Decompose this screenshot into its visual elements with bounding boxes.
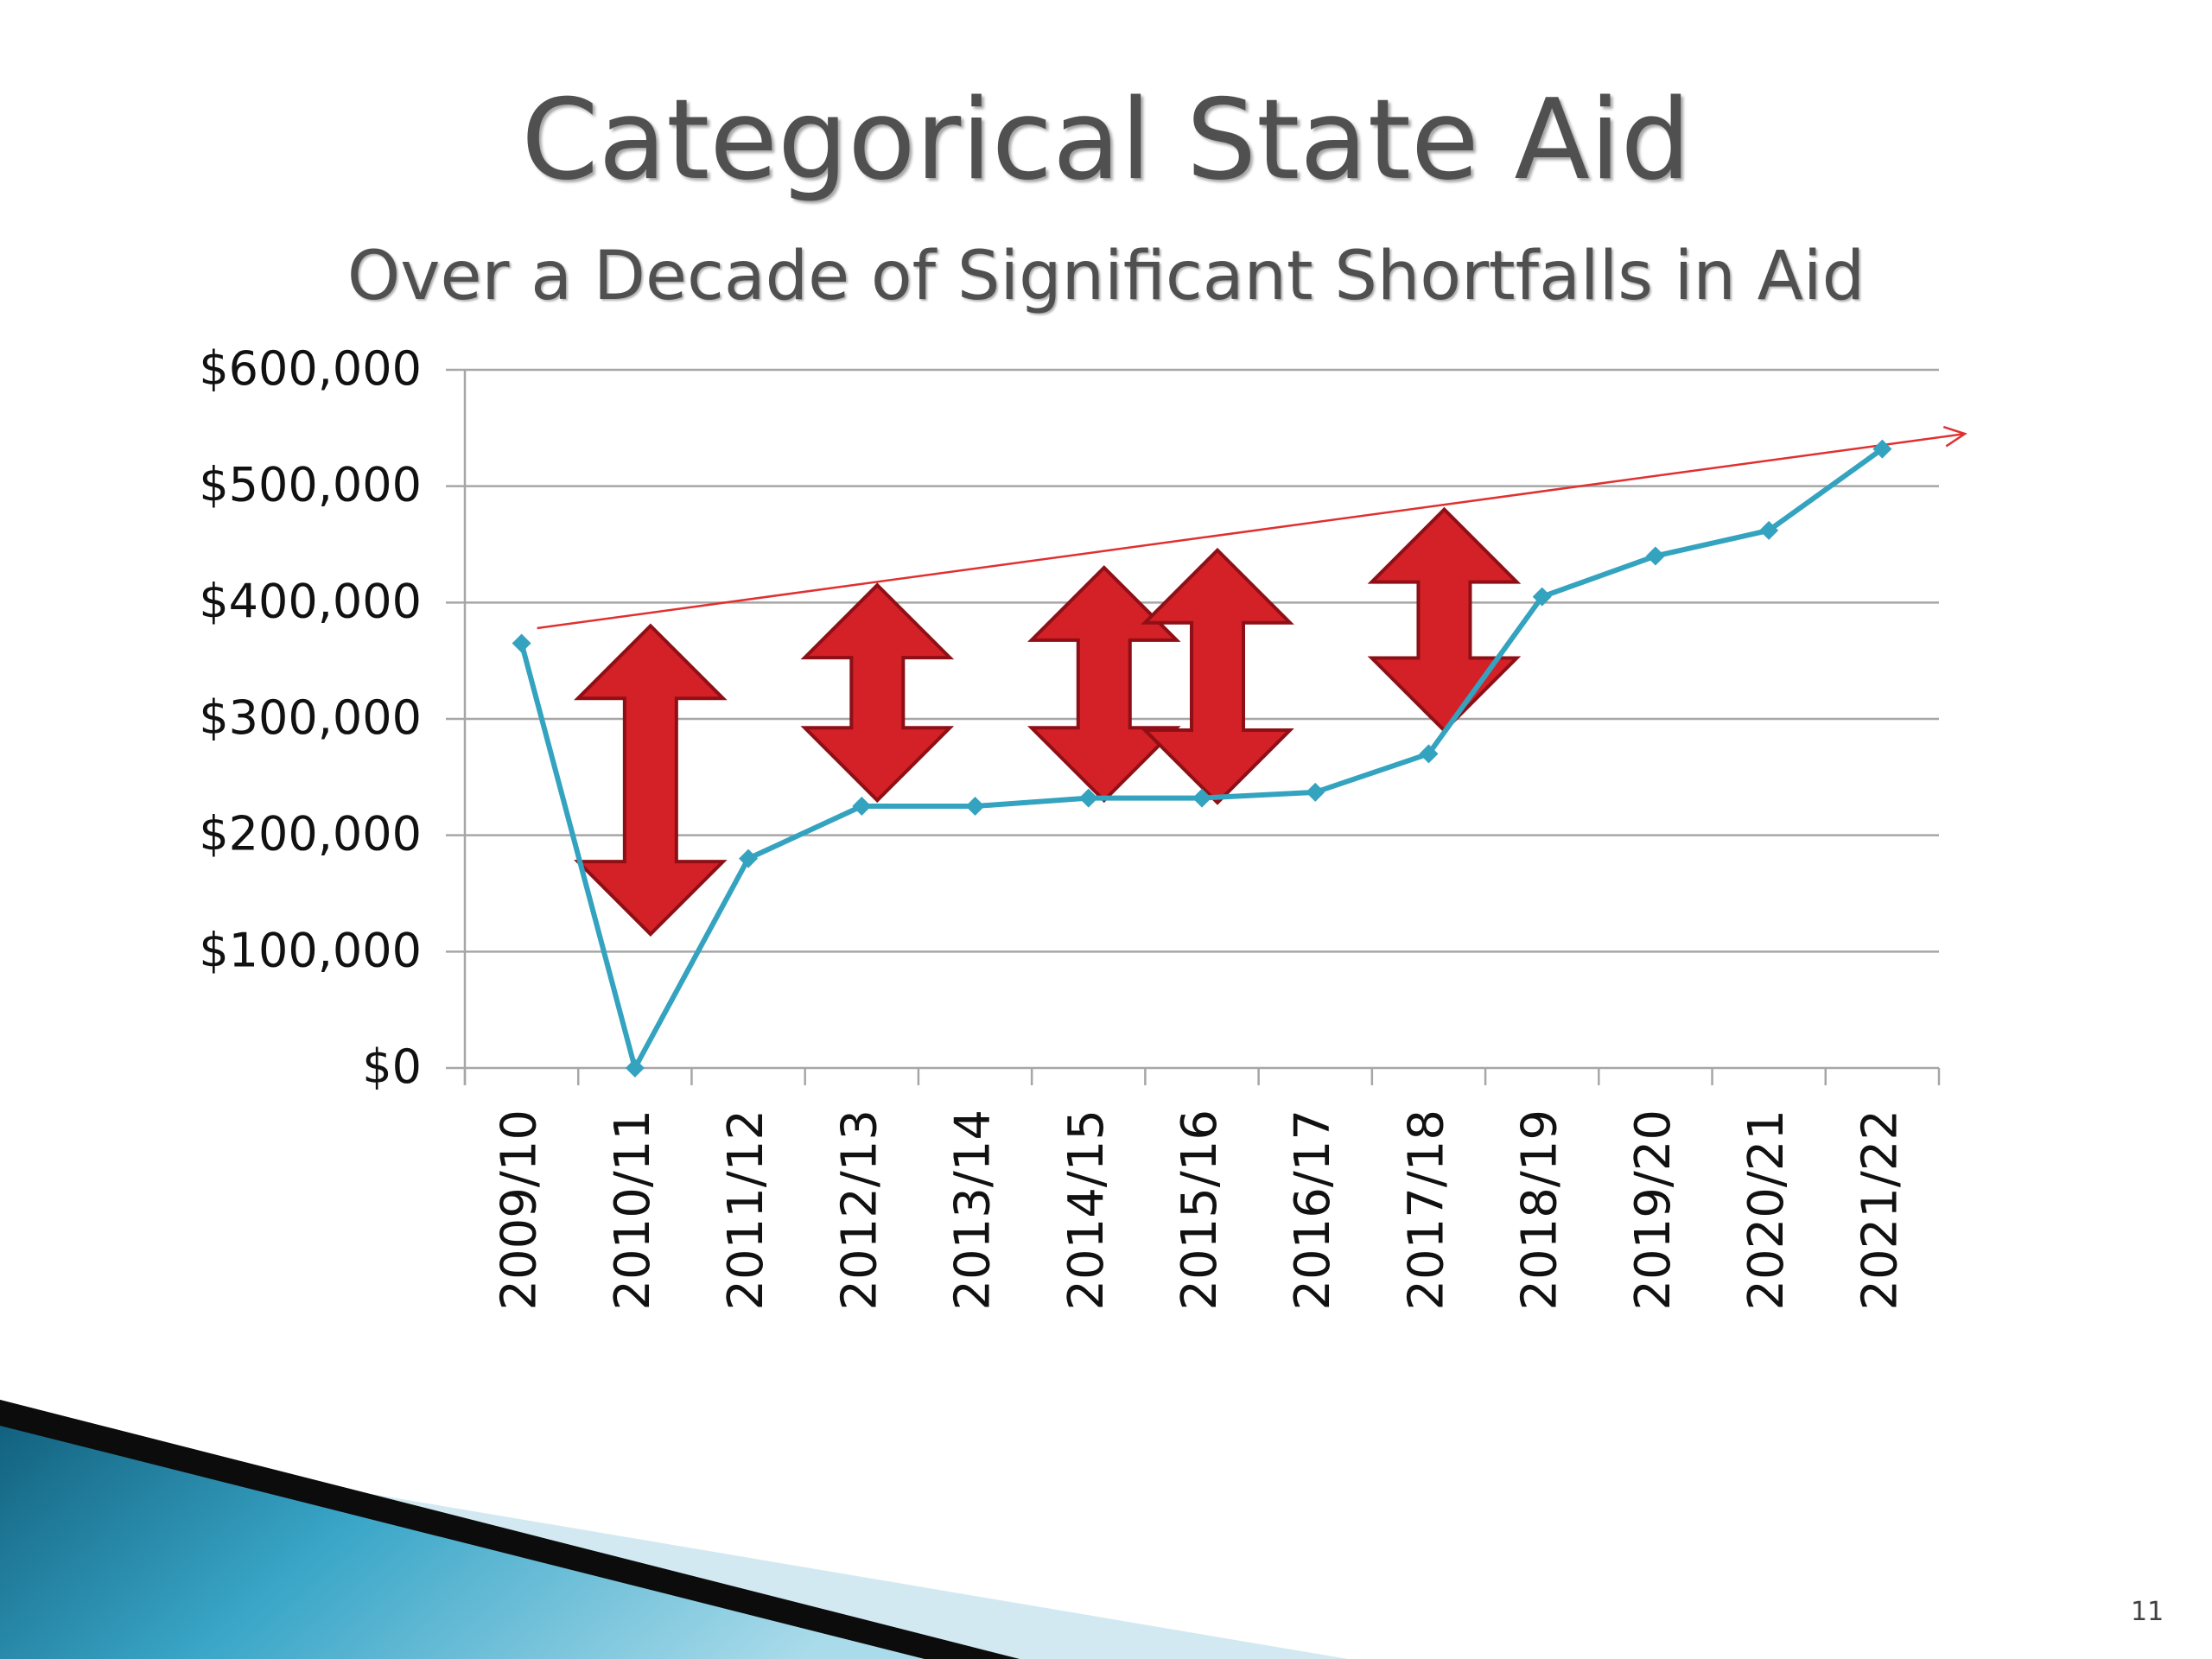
data-point xyxy=(1419,744,1439,764)
data-point xyxy=(625,1058,645,1077)
x-tick-label: 2011/12 xyxy=(718,1109,774,1311)
data-point xyxy=(512,633,531,653)
y-tick-label: $300,000 xyxy=(199,690,422,745)
y-tick-label: $200,000 xyxy=(199,807,422,861)
x-tick-label: 2009/10 xyxy=(492,1109,548,1311)
shortfall-arrow xyxy=(1141,547,1294,805)
data-point xyxy=(1078,788,1098,808)
data-point xyxy=(852,797,872,816)
x-tick-label: 2012/13 xyxy=(831,1109,887,1311)
shortfall-arrow xyxy=(800,582,955,804)
x-tick-label: 2010/11 xyxy=(605,1109,661,1311)
x-tick-label: 2014/15 xyxy=(1058,1109,1115,1311)
slide-title: Categorical State Aid xyxy=(521,76,1691,205)
data-point xyxy=(739,849,759,868)
data-point xyxy=(1759,520,1779,540)
y-tick-label: $100,000 xyxy=(199,923,422,977)
x-tick-label: 2018/19 xyxy=(1512,1109,1568,1311)
y-tick-label: $600,000 xyxy=(199,341,422,396)
data-point xyxy=(965,797,985,816)
decor-pale-band xyxy=(121,1452,1348,1659)
x-tick-label: 2019/20 xyxy=(1625,1109,1681,1311)
shortfall-arrow xyxy=(1367,506,1522,734)
shortfall-arrow xyxy=(574,623,728,937)
page-number: 11 xyxy=(2131,1597,2164,1627)
x-tick-label: 2013/14 xyxy=(945,1109,1001,1311)
decor-black-band xyxy=(0,1400,1020,1659)
data-point xyxy=(1532,587,1552,607)
slide-subtitle: Over a Decade of Significant Shortfalls … xyxy=(346,238,1866,315)
data-point xyxy=(1645,546,1665,566)
x-tick-label: 2021/22 xyxy=(1852,1109,1908,1311)
x-tick-label: 2020/21 xyxy=(1738,1109,1795,1311)
trend-line xyxy=(537,432,1966,630)
data-point xyxy=(1192,788,1211,808)
y-tick-label: $0 xyxy=(362,1039,422,1094)
x-tick-label: 2016/17 xyxy=(1285,1109,1341,1311)
trend-line-arrowhead xyxy=(1942,425,1967,448)
y-tick-label: $500,000 xyxy=(199,458,422,512)
y-tick-label: $400,000 xyxy=(199,574,422,628)
data-point xyxy=(1306,782,1325,802)
data-point xyxy=(1872,439,1892,459)
x-tick-label: 2015/16 xyxy=(1172,1109,1228,1311)
x-tick-label: 2017/18 xyxy=(1398,1109,1454,1311)
